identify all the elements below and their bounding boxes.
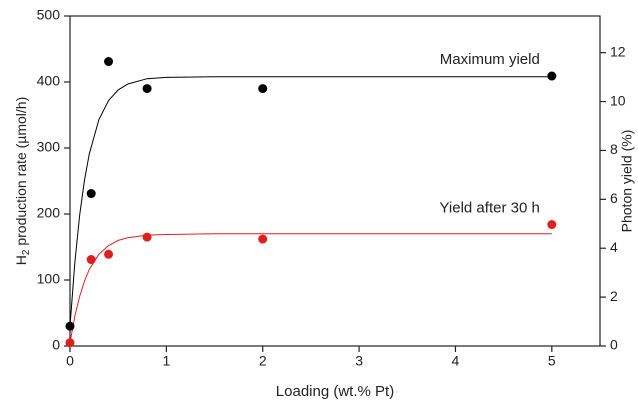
x-tick-label: 1 <box>162 353 170 369</box>
y-tick-label: 0 <box>52 337 60 353</box>
plot-frame <box>69 15 601 347</box>
data-point <box>86 255 96 265</box>
y-tick-label: 400 <box>37 73 61 89</box>
series-annotation: Maximum yield <box>440 51 540 68</box>
y-label-rest: production rate (µmol/h) <box>13 97 29 250</box>
x-tick-label: 2 <box>259 353 267 369</box>
data-point <box>104 57 114 67</box>
data-point <box>258 84 268 94</box>
y2-tick-label: 2 <box>610 288 618 304</box>
data-point <box>104 249 114 259</box>
y2-tick-label: 0 <box>610 337 618 353</box>
y-label-main: H <box>13 255 29 265</box>
y-label-sub: 2 <box>21 249 32 255</box>
y-axis-label: H2 production rate (µmol/h) <box>13 97 32 265</box>
data-point <box>142 232 152 242</box>
y2-tick-label: 8 <box>610 141 618 157</box>
fit-curve <box>69 76 552 327</box>
data-point <box>65 338 75 348</box>
x-tick-label: 5 <box>548 353 556 369</box>
x-tick-label: 4 <box>452 353 460 369</box>
y2-tick-label: 12 <box>610 43 626 59</box>
data-point <box>65 321 75 331</box>
y-tick-label: 500 <box>37 7 61 23</box>
y2-axis-label: Photon yield (%) <box>619 130 635 233</box>
y2-tick-label: 10 <box>610 92 626 108</box>
y-tick-label: 200 <box>37 205 61 221</box>
x-axis-label: Loading (wt.% Pt) <box>276 383 394 400</box>
fit-curve <box>69 233 552 343</box>
data-point <box>86 189 96 199</box>
data-point <box>547 71 557 81</box>
x-tick-label: 0 <box>66 353 74 369</box>
data-point <box>258 234 268 244</box>
series-annotation: Yield after 30 h <box>439 200 539 217</box>
data-point <box>142 84 152 94</box>
y-tick-label: 100 <box>37 271 61 287</box>
data-point <box>547 220 557 230</box>
x-tick-label: 3 <box>355 353 363 369</box>
y2-tick-label: 6 <box>610 190 618 206</box>
y-tick-label: 300 <box>37 139 61 155</box>
y2-tick-label: 4 <box>610 239 618 255</box>
